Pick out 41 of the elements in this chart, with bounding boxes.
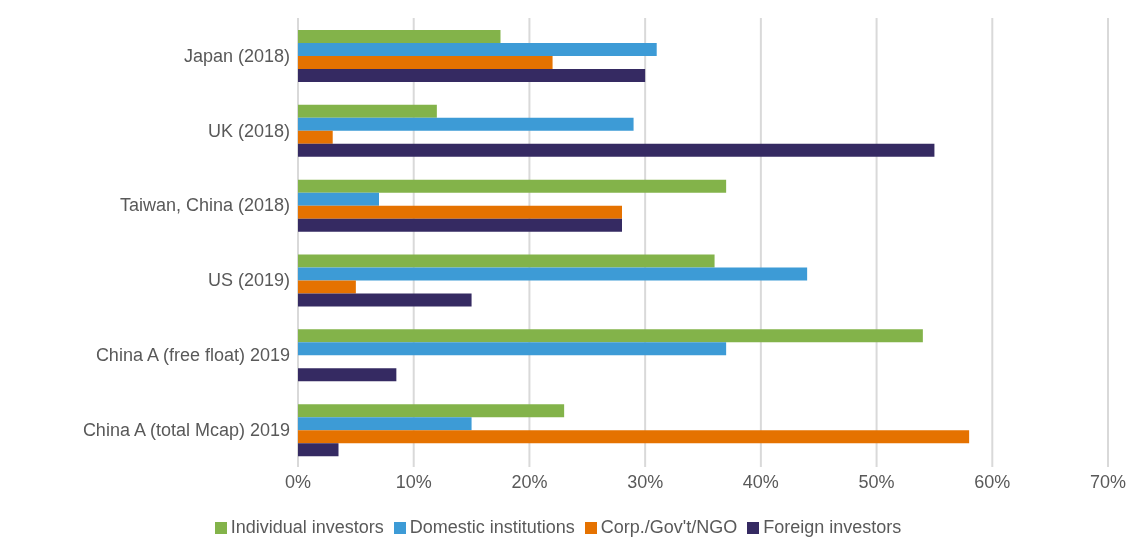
bar: [298, 143, 935, 157]
x-tick-label: 30%: [627, 471, 664, 492]
bar: [298, 254, 715, 268]
legend-label: Individual investors: [230, 517, 384, 537]
bar: [298, 179, 727, 193]
bar: [298, 430, 970, 444]
y-tick-label: Japan (2018): [183, 45, 290, 66]
x-tick-label: 60%: [974, 471, 1011, 492]
y-tick-label: Taiwan, China (2018): [119, 195, 290, 216]
legend-label: Corp./Gov't/NGO: [600, 517, 738, 537]
bar: [298, 55, 553, 69]
bar: [298, 218, 622, 232]
bar: [298, 280, 356, 294]
bar: [298, 443, 339, 457]
bar: [298, 404, 565, 418]
legend-label: Foreign investors: [763, 517, 902, 537]
bar: [298, 192, 379, 206]
x-tick-label: 10%: [395, 471, 432, 492]
x-tick-label: 70%: [1089, 471, 1127, 492]
legend-label: Domestic institutions: [409, 517, 575, 537]
x-tick-label: 20%: [511, 471, 548, 492]
x-tick-label: 40%: [742, 471, 779, 492]
bar: [298, 293, 472, 307]
bar: [298, 117, 634, 131]
bar: [298, 368, 397, 382]
x-tick-label: 0%: [284, 471, 312, 492]
bar: [298, 329, 923, 343]
y-tick-label: China A (free float) 2019: [95, 345, 290, 366]
bar: [298, 29, 501, 43]
bar: [298, 130, 333, 144]
y-tick-label: UK (2018): [207, 120, 290, 141]
bar: [298, 342, 727, 356]
bar: [298, 68, 646, 82]
bar: [298, 104, 437, 118]
bar: [298, 417, 472, 431]
y-tick-label: US (2019): [207, 270, 290, 291]
bar: [298, 267, 808, 281]
x-tick-label: 50%: [858, 471, 895, 492]
bar: [298, 205, 622, 219]
bar: [298, 42, 657, 56]
y-tick-label: China A (total Mcap) 2019: [82, 419, 290, 440]
